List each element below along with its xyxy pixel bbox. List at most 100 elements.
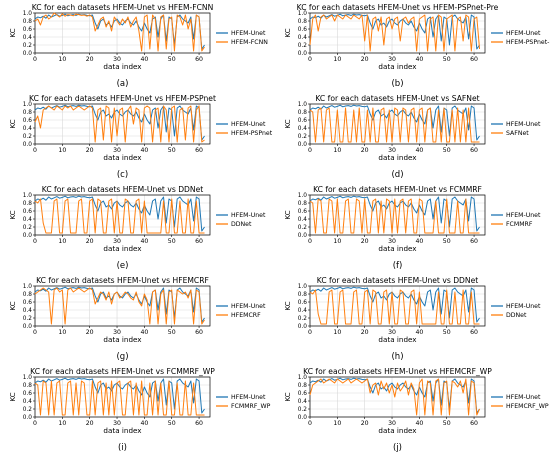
y-tick-label: 0.4 xyxy=(23,126,33,132)
chart-panel-f: KC for each datasets HFEM-Unet vs FCMMRF… xyxy=(283,185,541,271)
panel-caption: (e) xyxy=(117,261,129,271)
x-tick-label: 10 xyxy=(58,56,66,63)
series-line-hfem-unet xyxy=(309,286,480,323)
plot-frame xyxy=(309,103,486,145)
series-line-comparison xyxy=(34,380,205,416)
x-tick-label: 50 xyxy=(168,147,176,154)
y-axis-label: KC xyxy=(283,210,292,219)
x-axis-label: data index xyxy=(378,62,417,71)
chart-title: KC for each datasets HFEM-Unet vs DDNet xyxy=(42,185,203,194)
legend-label: FCMMRF xyxy=(506,221,533,228)
x-tick-label: 40 xyxy=(140,238,148,245)
x-tick-label: 40 xyxy=(415,238,423,245)
legend-label: HFEMCRF_WP xyxy=(506,403,549,410)
x-tick-label: 60 xyxy=(470,238,478,245)
series-line-comparison xyxy=(34,12,205,52)
panel-caption: (d) xyxy=(391,170,403,180)
chart-panel-a: KC for each datasets HFEM-Unet vs HFEM-F… xyxy=(8,3,268,89)
y-tick-label: 1.0 xyxy=(23,375,33,381)
y-axis-label: KC xyxy=(8,28,17,37)
legend-label: HFEM-PSPnet-Pre xyxy=(506,39,550,46)
plot-frame xyxy=(34,285,211,327)
y-tick-label: 0.8 xyxy=(298,383,308,389)
x-tick-label: 20 xyxy=(86,147,94,154)
y-tick-label: 0.0 xyxy=(298,415,308,421)
x-tick-label: 60 xyxy=(470,147,478,154)
x-tick-label: 40 xyxy=(415,329,423,336)
series-line-hfem-unet xyxy=(34,13,205,50)
y-tick-label: 0.4 xyxy=(298,399,308,405)
legend-label: SAFNet xyxy=(506,130,529,137)
y-tick-label: 0.6 xyxy=(23,209,33,215)
x-tick-label: 30 xyxy=(388,420,396,427)
x-tick-label: 30 xyxy=(388,147,396,154)
x-axis-label: data index xyxy=(378,244,417,253)
x-tick-label: 20 xyxy=(361,238,369,245)
y-tick-label: 0.8 xyxy=(23,19,33,25)
series-line-comparison xyxy=(309,107,480,143)
y-tick-label: 1.0 xyxy=(23,102,33,108)
y-axis-label: KC xyxy=(8,210,17,219)
y-tick-label: 0.6 xyxy=(298,209,308,215)
x-axis-label: data index xyxy=(378,426,417,435)
y-tick-label: 0.2 xyxy=(23,43,33,49)
x-tick-label: 10 xyxy=(58,238,66,245)
y-tick-label: 0.6 xyxy=(298,391,308,397)
x-tick-label: 40 xyxy=(140,420,148,427)
chart-title: KC for each datasets HFEM-Unet vs HFEMCR… xyxy=(36,276,209,285)
y-tick-label: 0.2 xyxy=(23,316,33,322)
x-tick-label: 10 xyxy=(333,147,341,154)
y-tick-label: 0.4 xyxy=(23,217,33,223)
y-tick-label: 0.6 xyxy=(298,118,308,124)
y-axis-label: KC xyxy=(283,301,292,310)
panel-caption: (f) xyxy=(393,261,403,271)
y-tick-label: 0.8 xyxy=(23,292,33,298)
x-tick-label: 30 xyxy=(113,238,121,245)
plot-frame xyxy=(34,12,211,54)
chart-title: KC for each datasets HFEM-Unet vs FCMMRF… xyxy=(30,367,215,376)
x-axis-label: data index xyxy=(378,153,417,162)
x-tick-label: 30 xyxy=(113,147,121,154)
x-tick-label: 0 xyxy=(33,420,37,427)
y-tick-label: 1.0 xyxy=(23,11,33,17)
y-tick-label: 0.2 xyxy=(298,407,308,413)
x-tick-label: 10 xyxy=(333,238,341,245)
legend-label: HFEM-PSPnet xyxy=(231,130,273,137)
y-axis-label: KC xyxy=(8,301,17,310)
y-tick-label: 0.6 xyxy=(298,27,308,33)
y-tick-label: 0.2 xyxy=(298,43,308,49)
y-tick-label: 0.4 xyxy=(298,308,308,314)
y-tick-label: 0.2 xyxy=(23,134,33,140)
panel-caption: (i) xyxy=(118,443,127,453)
panel-caption: (h) xyxy=(391,352,403,362)
x-tick-label: 20 xyxy=(86,56,94,63)
y-tick-label: 0.0 xyxy=(23,233,33,239)
chart-title: KC for each datasets HFEM-Unet vs DDNet xyxy=(317,276,478,285)
legend-label: HFEM-Unet xyxy=(231,303,266,310)
series-line-comparison xyxy=(309,14,481,52)
x-tick-label: 0 xyxy=(33,329,37,336)
plot-frame xyxy=(309,12,486,54)
y-axis-label: KC xyxy=(8,119,17,128)
series-line-comparison xyxy=(309,289,480,325)
x-axis-label: data index xyxy=(378,335,417,344)
x-tick-label: 20 xyxy=(86,329,94,336)
x-tick-label: 50 xyxy=(168,238,176,245)
series-line-comparison xyxy=(34,105,205,143)
y-tick-label: 0.8 xyxy=(23,383,33,389)
x-tick-label: 0 xyxy=(308,420,312,427)
series-line-comparison xyxy=(309,378,480,416)
legend-label: HFEM-Unet xyxy=(506,30,541,37)
plot-frame xyxy=(34,376,211,418)
y-tick-label: 0.8 xyxy=(298,110,308,116)
x-tick-label: 30 xyxy=(113,329,121,336)
legend-label: FCMMRF_WP xyxy=(231,403,271,410)
x-tick-label: 50 xyxy=(443,147,451,154)
x-tick-label: 0 xyxy=(33,56,37,63)
x-tick-label: 40 xyxy=(415,56,423,63)
x-tick-label: 10 xyxy=(333,329,341,336)
y-tick-label: 1.0 xyxy=(298,102,308,108)
chart-panel-g: KC for each datasets HFEM-Unet vs HFEMCR… xyxy=(8,276,266,362)
x-tick-label: 40 xyxy=(140,56,148,63)
x-tick-label: 30 xyxy=(113,420,121,427)
